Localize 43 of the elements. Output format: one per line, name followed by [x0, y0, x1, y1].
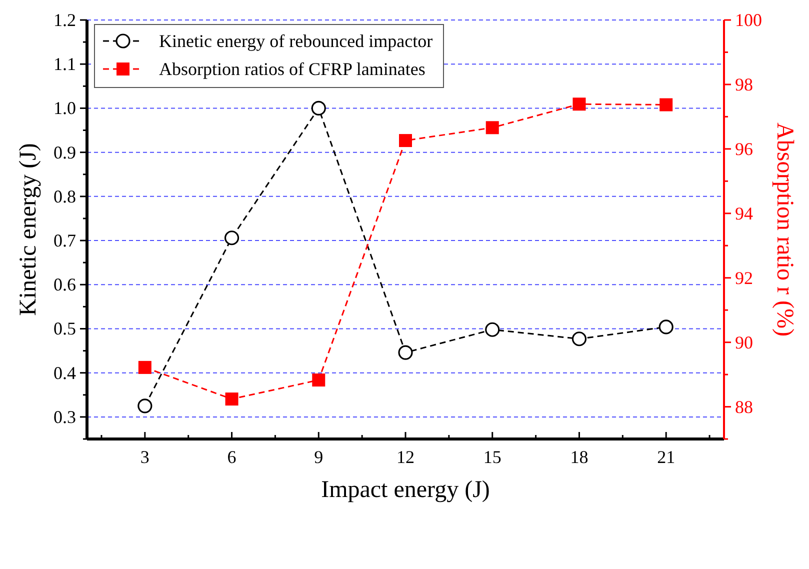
x-tick-label: 15 [483, 447, 502, 467]
y2-tick-label: 92 [735, 268, 753, 288]
x-tick-label: 18 [570, 447, 588, 467]
point [572, 332, 587, 346]
point [660, 98, 673, 112]
y-tick-label: 0.9 [54, 142, 76, 162]
point [572, 98, 586, 111]
point [399, 134, 412, 148]
point [225, 392, 238, 406]
legend-label: Absorption ratios of CFRP laminates [159, 58, 426, 80]
y2-tick-label: 90 [735, 332, 753, 352]
y-tick-label: 0.6 [54, 274, 76, 295]
y-tick-label: 1.0 [54, 98, 76, 118]
point [398, 345, 413, 360]
y2-tick-label: 88 [735, 396, 753, 417]
x-tick-label: 6 [227, 447, 236, 467]
y-tick-label: 0.8 [54, 186, 76, 206]
point [138, 360, 152, 374]
y2-tick-label: 94 [735, 203, 753, 224]
y2-tick-label: 100 [735, 10, 762, 30]
y2-tick-label: 96 [735, 138, 753, 159]
x-axis-title: Impact energy (J) [321, 477, 490, 503]
x-tick-label: 12 [396, 447, 414, 467]
point [224, 230, 240, 246]
y-tick-label: 0.3 [54, 406, 76, 427]
point [485, 322, 500, 337]
point [138, 398, 152, 414]
legend-label: Kinetic energy of rebounced impactor [159, 30, 433, 52]
y-tick-label: 0.5 [54, 318, 76, 339]
y2-tick-label: 98 [735, 74, 753, 94]
y-axis-title: Kinetic energy (J) [16, 143, 42, 316]
y-tick-label: 1.2 [54, 10, 76, 30]
point [486, 121, 499, 134]
y2-axis-title: Absorption ratio r (%) [771, 122, 798, 336]
y-tick-label: 0.4 [54, 362, 76, 383]
y-tick-label: 0.7 [54, 230, 76, 251]
point [311, 100, 326, 116]
x-tick-label: 3 [140, 447, 150, 467]
x-tick-label: 21 [657, 447, 676, 467]
x-tick-label: 9 [314, 447, 324, 467]
point [658, 320, 674, 334]
y-tick-label: 1.1 [54, 54, 76, 74]
point [312, 374, 326, 387]
